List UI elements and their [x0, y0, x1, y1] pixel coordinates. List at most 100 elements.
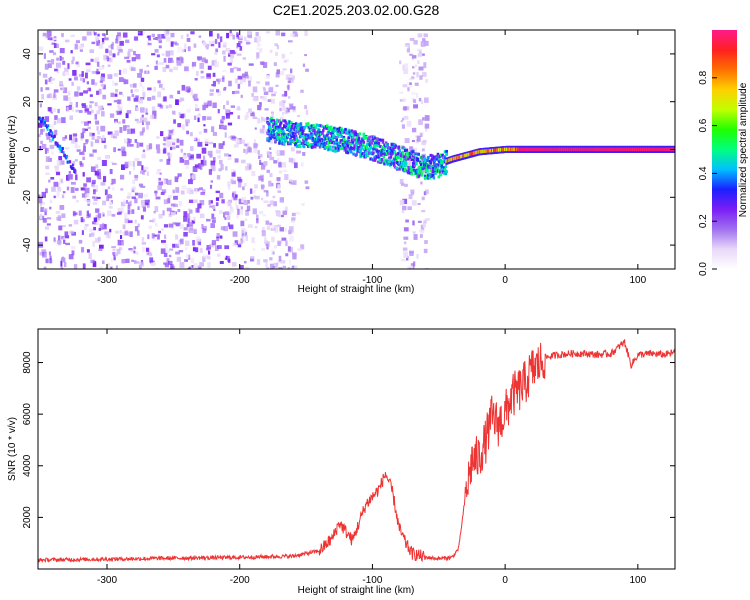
heatmap-cell: [284, 120, 288, 124]
heatmap-cell: [217, 109, 220, 114]
heatmap-cell: [42, 128, 45, 132]
heatmap-cell: [275, 266, 278, 269]
spectrogram-y-tick-label: 20: [22, 96, 33, 108]
heatmap-cell: [50, 37, 54, 40]
heatmap-cell: [271, 131, 275, 135]
heatmap-cell: [193, 199, 198, 203]
heatmap-cell: [417, 174, 420, 178]
heatmap-cell: [39, 72, 42, 76]
heatmap-cell: [379, 145, 382, 148]
heatmap-cell: [48, 133, 51, 137]
heatmap-cell: [102, 135, 105, 141]
heatmap-cell: [188, 222, 193, 227]
heatmap-cell: [234, 201, 238, 206]
heatmap-cell: [76, 86, 81, 91]
heatmap-cell: [440, 164, 444, 168]
heatmap-cell: [398, 167, 401, 171]
heatmap-cell: [424, 240, 428, 244]
heatmap-cell: [126, 142, 131, 147]
heatmap-cell: [403, 115, 409, 120]
heatmap-cell: [131, 128, 136, 134]
heatmap-cell: [127, 51, 131, 58]
heatmap-cell: [124, 161, 129, 168]
heatmap-cell: [287, 134, 290, 138]
heatmap-cell: [39, 213, 43, 220]
heatmap-cell: [289, 104, 293, 110]
heatmap-cell: [166, 207, 172, 212]
heatmap-cell: [364, 145, 367, 149]
heatmap-cell: [92, 30, 95, 35]
heatmap-cell: [123, 138, 129, 144]
heatmap-cell: [183, 211, 188, 218]
heatmap-cell: [282, 210, 288, 215]
heatmap-cell: [82, 78, 85, 83]
heatmap-cell: [72, 195, 77, 199]
colorbar-tick-label: 0.0: [698, 262, 709, 276]
heatmap-cell: [311, 139, 315, 143]
heatmap-cell: [171, 110, 176, 115]
heatmap-cell: [403, 227, 409, 232]
heatmap-cell: [61, 256, 64, 263]
heatmap-cell: [257, 104, 262, 111]
heatmap-cell: [248, 80, 251, 87]
heatmap-cell: [78, 110, 83, 113]
heatmap-cell: [84, 108, 90, 112]
heatmap-cell: [252, 248, 256, 251]
heatmap-cell: [147, 234, 150, 240]
heatmap-cell: [61, 33, 64, 38]
heatmap-cell: [209, 31, 213, 37]
heatmap-cell: [398, 149, 401, 153]
heatmap-cell: [132, 161, 135, 167]
heatmap-cell: [276, 45, 280, 50]
heatmap-cell: [275, 72, 280, 78]
snr-x-tick-label: -200: [230, 575, 250, 586]
heatmap-cell: [382, 154, 385, 158]
heatmap-cell: [277, 137, 280, 141]
heatmap-cell: [265, 262, 268, 267]
heatmap-cell: [185, 213, 190, 219]
heatmap-cell: [397, 152, 401, 156]
heatmap-cell: [241, 228, 246, 234]
heatmap-cell: [133, 97, 139, 102]
heatmap-cell: [333, 126, 336, 130]
heatmap-cell: [264, 128, 269, 133]
heatmap-cell: [361, 145, 364, 149]
heatmap-cell: [261, 178, 264, 182]
heatmap-cell: [127, 48, 133, 52]
heatmap-cell: [66, 70, 69, 75]
heatmap-cell: [130, 67, 136, 71]
heatmap-cell: [362, 140, 366, 144]
heatmap-cell: [168, 134, 172, 140]
heatmap-cell: [142, 86, 145, 92]
heatmap-cell: [277, 125, 280, 129]
heatmap-cell: [303, 133, 307, 137]
heatmap-cell: [420, 133, 423, 137]
heatmap-cell: [204, 43, 210, 48]
heatmap-cell: [140, 107, 145, 113]
heatmap-cell: [44, 121, 46, 125]
heatmap-cell: [219, 36, 223, 43]
heatmap-cell: [419, 49, 422, 54]
heatmap-cell: [127, 96, 131, 101]
heatmap-cell: [107, 186, 111, 190]
heatmap-cell: [281, 94, 287, 97]
heatmap-cell: [49, 199, 53, 204]
heatmap-cell: [304, 180, 309, 184]
heatmap-cell: [273, 201, 277, 207]
colorbar-label: Normalized spectral amplitude: [738, 82, 749, 217]
heatmap-cell: [373, 136, 377, 140]
heatmap-cell: [401, 258, 406, 262]
heatmap-cell: [187, 89, 190, 93]
heatmap-cell: [193, 98, 199, 101]
heatmap-cell: [255, 195, 260, 200]
heatmap-cell: [425, 218, 430, 221]
heatmap-cell: [266, 267, 269, 269]
heatmap-cell: [210, 200, 213, 204]
heatmap-cell: [115, 230, 120, 234]
heatmap-cell: [165, 50, 170, 57]
heatmap-cell: [82, 263, 86, 269]
heatmap-cell: [112, 252, 116, 256]
heatmap-cell: [157, 169, 161, 172]
heatmap-cell: [134, 174, 139, 179]
heatmap-cell: [418, 97, 422, 102]
